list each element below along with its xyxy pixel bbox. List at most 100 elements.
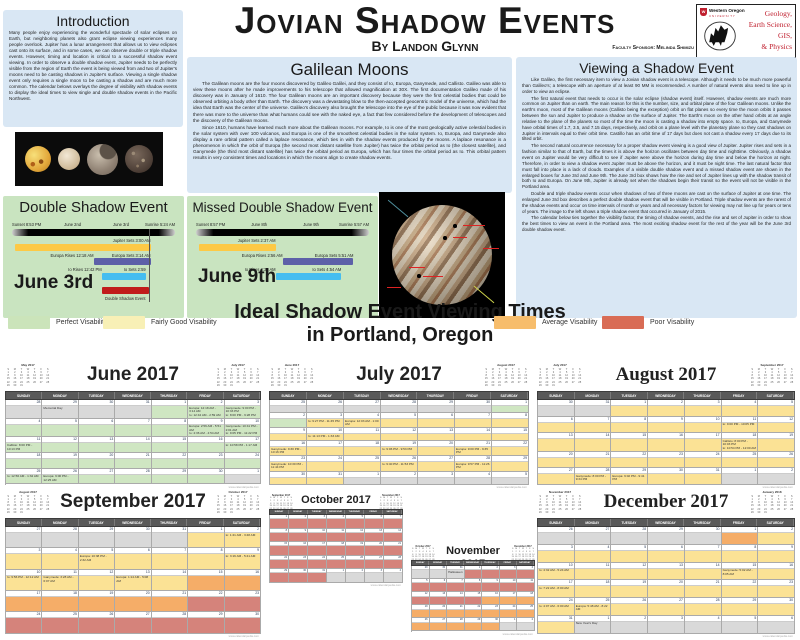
day-cell: 4	[455, 471, 492, 485]
mini-date: 5	[511, 370, 514, 374]
mini-day: T	[230, 494, 233, 498]
mini-date: 18	[290, 377, 294, 381]
day-events	[538, 533, 574, 544]
day-events	[289, 559, 307, 568]
day-cell: 5 Europa: 10:38 PM - 2:32 AM	[78, 548, 116, 570]
annotation-marker	[423, 276, 443, 277]
day-events	[464, 622, 482, 631]
day-events	[384, 559, 402, 568]
day-number: 7	[455, 413, 491, 420]
mini-date: 21	[524, 377, 528, 381]
day-cell: 29	[78, 527, 116, 549]
night-bar	[12, 228, 175, 236]
day-events	[270, 559, 288, 568]
day-cell: 1	[151, 400, 189, 419]
mini-date: 9	[492, 374, 494, 378]
mini-date: 20	[249, 377, 253, 381]
day-number: 24	[308, 555, 326, 560]
mini-date: 4	[771, 370, 773, 374]
mini-date: 4	[27, 370, 29, 374]
mini-date: 4	[390, 499, 392, 502]
mini-date: 29	[270, 383, 274, 387]
day-events	[492, 462, 528, 471]
mini-date: 26	[511, 380, 514, 384]
mini-date: 14	[46, 501, 50, 505]
day-number: 6	[78, 418, 115, 425]
weekday-label: THURSDAY	[345, 510, 365, 514]
mini-calendar: July 2017 S M T W T F S 1 2 3 4 5 6 7 8 9 10 11 12 13 14 15 16 1…	[215, 363, 261, 387]
mini-date: 7	[790, 370, 793, 374]
annotation-marker	[463, 225, 485, 226]
mini-date: 19	[425, 556, 428, 559]
mini-date: 6	[40, 370, 42, 374]
mini-date: 3	[230, 497, 233, 501]
day-events	[346, 546, 364, 555]
weekday-label: WEDNESDAY	[115, 392, 152, 400]
mini-date: 21	[256, 377, 260, 381]
mini-day: S	[485, 367, 488, 371]
mini-date: 21	[256, 504, 260, 508]
day-number: 29	[42, 400, 78, 407]
mini-day: W	[279, 497, 283, 499]
day-cell: 2	[517, 618, 535, 632]
day-cell: 8	[270, 528, 289, 542]
mini-date: 21	[790, 504, 794, 508]
day-cell: 22	[464, 605, 483, 619]
day-events: Io: 9:00 PM - 10:05 PM	[721, 422, 758, 433]
mini-date: 1	[751, 370, 753, 374]
day-number: 30	[289, 569, 307, 574]
day-number: 28	[574, 468, 611, 475]
day-cell: 13	[365, 528, 384, 542]
dept-line: Earth Science,	[748, 19, 792, 29]
io-image	[25, 146, 51, 172]
day-number: 10	[307, 428, 343, 435]
mini-calendar: May 2017 S M T W T F S 1 2 3 4 5 6 7 8 9 10 11 12 13 14 15 16 17…	[5, 363, 51, 387]
day-cell: 19	[42, 453, 79, 469]
day-events	[574, 406, 611, 416]
mini-day: T	[276, 497, 279, 499]
day-events	[429, 583, 447, 592]
mini-date: 3	[20, 497, 23, 501]
day-number: 29	[151, 468, 188, 475]
mini-date: 8	[751, 374, 753, 378]
week-row: 10 Io: 9:56 PM - 12:12 AM 11 Ganymede: 3:28…	[6, 569, 261, 591]
mini-date: 2	[224, 497, 226, 501]
day-cell: 30	[538, 400, 575, 417]
day-events	[482, 570, 499, 579]
weekday-label: FRIDAY	[721, 392, 758, 400]
day-number: 9	[188, 418, 224, 425]
day-cell: 25	[344, 456, 381, 472]
mini-date: 14	[790, 501, 794, 505]
day-number: 2	[611, 615, 648, 622]
mini-date: 13	[39, 501, 43, 505]
day-events	[499, 570, 517, 579]
jupiter-set-label: Jupiter Sets 3:00 AM	[112, 238, 151, 243]
day-number: 22	[151, 453, 188, 460]
mini-date: 16	[491, 377, 495, 381]
day-events	[115, 533, 151, 548]
day-cell: 15	[188, 569, 225, 591]
day-cell: 28	[381, 400, 418, 414]
day-events	[499, 622, 517, 631]
day-events	[289, 532, 307, 541]
mini-date: 2	[758, 370, 760, 374]
mini-date: 2	[14, 370, 16, 374]
mini-day: T	[498, 367, 501, 371]
day-cell: 31	[115, 400, 152, 419]
day-cell: 5	[611, 544, 649, 563]
day-number: 29	[611, 468, 648, 475]
day-number: 9	[758, 544, 794, 551]
day-number: 19	[611, 580, 648, 587]
day-cell: 31 Halloween	[447, 566, 465, 580]
day-events	[721, 604, 758, 615]
weekday-label: MONDAY	[289, 510, 308, 514]
mini-date: 19	[243, 504, 246, 508]
day-cell: 14	[455, 428, 492, 442]
day-events: Europa: 1:14 AM - 5:08 AM	[115, 575, 151, 590]
mini-calendar-grid: S M T W T F S 1 2 3 4 5 6 7 8 9 10 11 12 13 14 15 16 17 18 19 20 21…	[5, 368, 51, 387]
day-number: 2	[381, 471, 417, 478]
mini-day: M	[383, 497, 386, 499]
mini-date: 7	[46, 497, 49, 501]
day-cell: 30	[684, 527, 722, 545]
day-events	[418, 477, 454, 484]
